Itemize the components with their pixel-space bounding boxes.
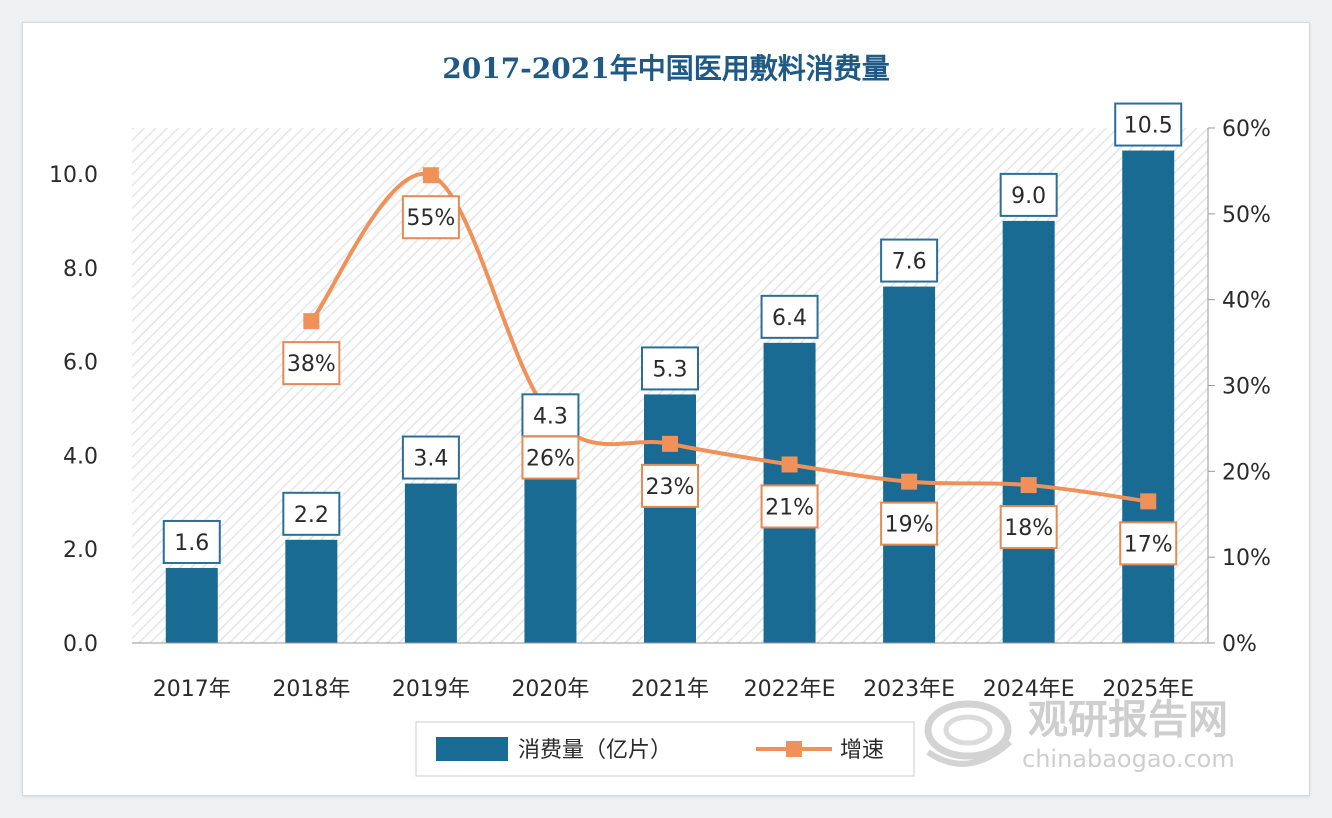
- growth-value-label-box: [521, 435, 580, 480]
- bar-value-label: 9.0: [1011, 184, 1046, 209]
- bar-value-label: 5.3: [653, 357, 688, 382]
- watermark: 观研报告网 chinabaogao.com: [924, 697, 1235, 773]
- growth-value-label-box: [760, 484, 819, 529]
- growth-marker: [901, 473, 918, 490]
- bar: [883, 286, 936, 643]
- growth-marker: [1020, 477, 1037, 494]
- x-tick-label: 2021年: [631, 677, 709, 702]
- bar-value-label: 1.6: [174, 531, 209, 556]
- growth-value-label: 38%: [287, 352, 336, 377]
- x-tick-label: 2018年: [272, 677, 350, 702]
- growth-value-label-box: [880, 501, 939, 546]
- bar: [285, 539, 338, 643]
- bar-value-label-box: [282, 491, 341, 536]
- bar: [1122, 150, 1175, 644]
- watermark-cn: 观研报告网: [1028, 697, 1228, 743]
- bar-value-label-box: [880, 238, 939, 283]
- bar-value-label: 3.4: [413, 447, 448, 472]
- bar-value-label: 10.5: [1124, 114, 1173, 139]
- growth-line-series: [303, 167, 1157, 510]
- bar-value-label-box: [162, 519, 221, 564]
- growth-value-label: 55%: [406, 206, 455, 231]
- growth-value-label-box: [282, 341, 341, 386]
- growth-value-label: 17%: [1124, 532, 1173, 557]
- growth-value-label-box: [1119, 521, 1178, 566]
- x-tick-label: 2025年E: [1102, 677, 1194, 702]
- y-right-tick-label: 10%: [1222, 546, 1271, 571]
- bar-value-label-box: [760, 294, 819, 339]
- growth-marker: [781, 456, 798, 473]
- growth-value-label-box: [641, 463, 699, 508]
- y-left-tick-label: 8.0: [63, 257, 98, 282]
- bar-value-label: 4.3: [533, 404, 568, 429]
- legend-bar-swatch: [436, 737, 508, 761]
- y-right-tick-label: 50%: [1222, 203, 1271, 228]
- growth-value-label: 21%: [765, 495, 814, 520]
- bar: [1002, 220, 1055, 643]
- x-axis: 2017年 2018年 2019年 2020年 2021年 2022年E 2023年E 202…: [153, 677, 1194, 702]
- growth-value-label: 23%: [646, 475, 695, 500]
- y-right-tick-label: 20%: [1222, 460, 1271, 485]
- y-right-tick-label: 0%: [1222, 632, 1257, 657]
- y-left-tick-label: 10.0: [49, 163, 98, 188]
- watermark-en: chinabaogao.com: [1022, 745, 1235, 773]
- bar: [404, 483, 457, 643]
- bar-value-label: 2.2: [294, 503, 329, 528]
- y-left-tick-label: 6.0: [63, 351, 98, 376]
- x-tick-label: 2017年: [153, 677, 231, 702]
- legend-line-marker: [786, 741, 802, 757]
- bar-value-label: 6.4: [772, 306, 807, 331]
- data-labels: 1.6 2.2 3.4 4.3 5.3 6.4 7.6 9.0 10.5 38% 55% 26% 23%…: [162, 102, 1183, 566]
- growth-marker: [422, 167, 439, 184]
- y-right-tick-label: 60%: [1222, 117, 1271, 142]
- bar: [644, 394, 696, 643]
- growth-value-label: 26%: [526, 447, 575, 472]
- legend-bar-label: 消费量（亿片）: [518, 738, 672, 763]
- growth-value-label: 19%: [885, 513, 934, 538]
- x-tick-label: 2019年: [392, 677, 470, 702]
- x-tick-label: 2022年E: [744, 677, 836, 702]
- x-tick-label: 2023年E: [863, 677, 955, 702]
- y-left-tick-label: 2.0: [63, 538, 98, 563]
- x-tick-label: 2020年: [511, 677, 589, 702]
- growth-marker: [662, 435, 678, 452]
- y-right-tick-label: 40%: [1222, 289, 1271, 314]
- watermark-logo-icon: [924, 700, 1013, 767]
- x-tick-label: 2024年E: [983, 677, 1075, 702]
- legend: 消费量（亿片） 增速: [415, 721, 915, 777]
- growth-value-label: 18%: [1004, 516, 1053, 541]
- chart-title: 2017-2021年中国医用敷料消费量: [442, 52, 889, 85]
- bar-value-label: 7.6: [892, 250, 927, 275]
- bar-value-label-box: [641, 346, 699, 391]
- y-axis-left: 0.0 2.0 4.0 6.0 8.0 10.0: [49, 163, 98, 657]
- bar-value-label-box: [999, 172, 1058, 217]
- y-right-tick-label: 30%: [1222, 375, 1271, 400]
- legend-line-label: 增速: [840, 738, 884, 763]
- growth-value-label-box: [401, 195, 460, 240]
- growth-marker: [303, 313, 320, 330]
- y-axis-right: 0% 10% 20% 30% 40% 50% 60%: [1207, 117, 1271, 657]
- growth-value-label-box: [999, 505, 1058, 550]
- y-left-tick-label: 0.0: [63, 632, 98, 657]
- bar-value-label-box: [401, 435, 460, 480]
- y-left-tick-label: 4.0: [63, 444, 98, 469]
- bar-value-label-box: [1114, 102, 1183, 147]
- growth-marker: [1140, 493, 1157, 510]
- bar: [165, 567, 218, 643]
